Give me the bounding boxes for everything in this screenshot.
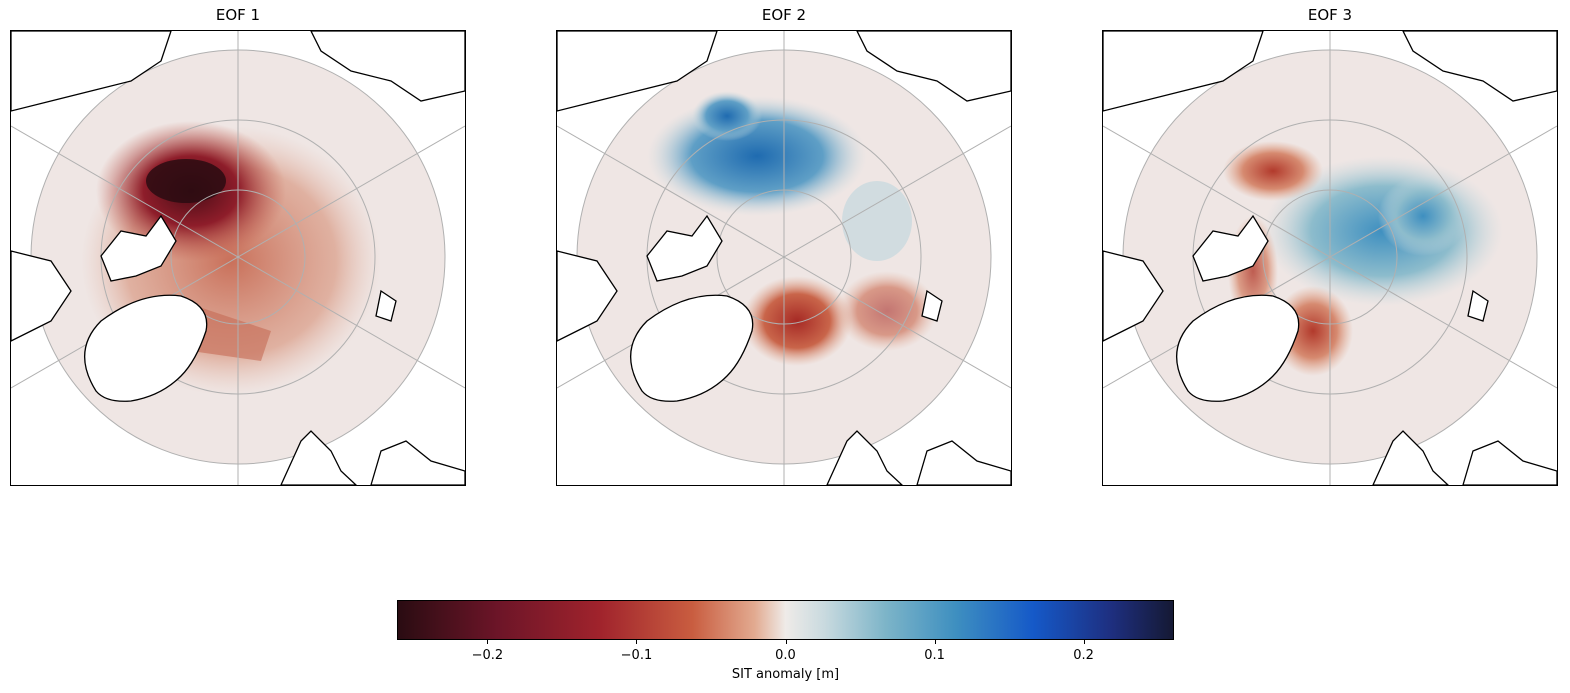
arctic-map-eof2 [557, 31, 1011, 485]
colorbar-tick-label: 0.0 [775, 648, 796, 663]
colorbar-tick-label: −0.2 [471, 648, 504, 663]
colorbar-tick [487, 639, 489, 644]
colorbar-tick-label: 0.1 [924, 648, 945, 663]
panel-title: EOF 1 [215, 6, 261, 24]
polar-map [1102, 30, 1558, 486]
colorbar-label: SIT anomaly [m] [731, 667, 840, 682]
polar-map [556, 30, 1012, 486]
polar-map [10, 30, 466, 486]
eof-panel-1: EOF 1 [10, 0, 466, 486]
colorbar [397, 600, 1174, 640]
panel-title: EOF 3 [1307, 6, 1353, 24]
eof-panel-3: EOF 3 [1102, 0, 1558, 486]
colorbar-tick [1083, 639, 1085, 644]
panel-title: EOF 2 [761, 6, 807, 24]
colorbar-tick [785, 639, 787, 644]
colorbar-tick-label: −0.1 [620, 648, 653, 663]
eof-panel-2: EOF 2 [556, 0, 1012, 486]
colorbar-tick [636, 639, 638, 644]
arctic-map-eof3 [1103, 31, 1557, 485]
colorbar-tick-label: 0.2 [1073, 648, 1094, 663]
colorbar-tick [934, 639, 936, 644]
arctic-map-eof1 [11, 31, 465, 485]
